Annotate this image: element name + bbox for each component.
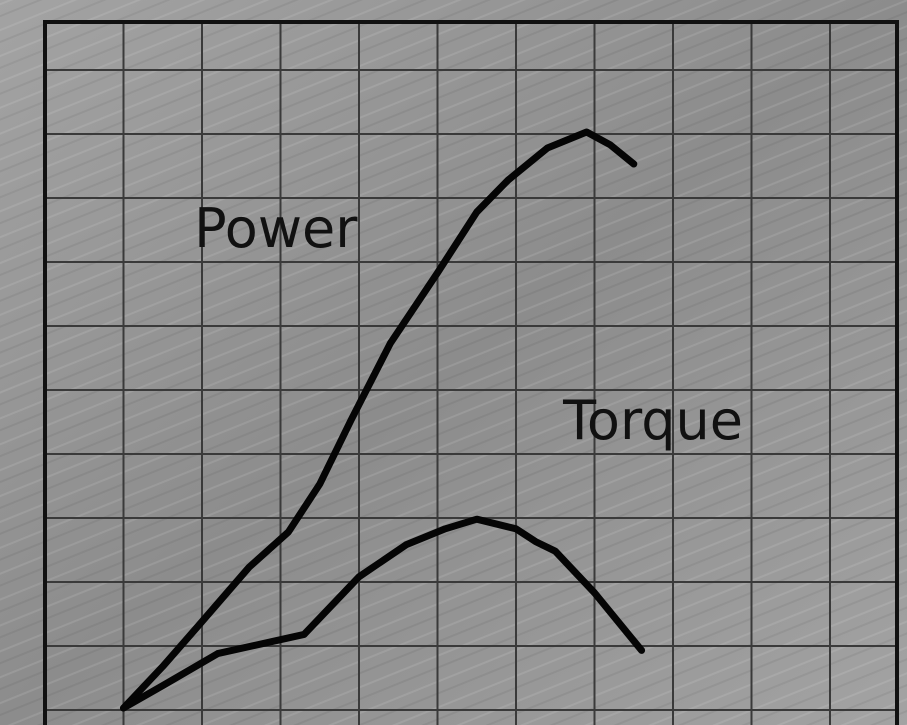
torque-label: Torque	[562, 389, 743, 452]
plot-frame	[43, 20, 899, 725]
power-label: Power	[194, 197, 358, 260]
series-layer: Power Torque	[120, 128, 743, 712]
grid	[45, 22, 897, 725]
torque-line	[120, 515, 646, 712]
power-line	[120, 128, 638, 712]
